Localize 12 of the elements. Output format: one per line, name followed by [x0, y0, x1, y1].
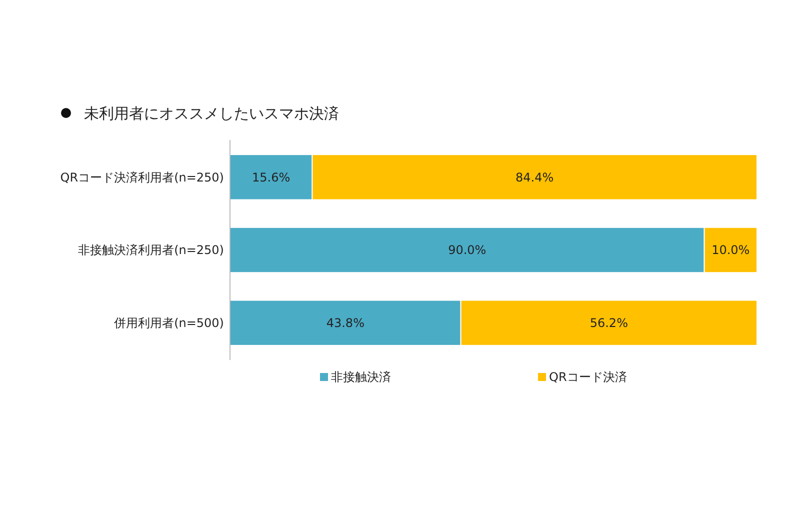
legend-label: QRコード決済 [549, 370, 627, 384]
data-label: 15.6% [252, 170, 290, 184]
y-tick-label: QRコード決済利用者(n=250) [60, 170, 224, 184]
data-label: 56.2% [590, 316, 628, 330]
data-label: 10.0% [712, 243, 750, 258]
data-label: 90.0% [448, 243, 486, 258]
legend-label: 非接触決済 [331, 370, 391, 384]
chart-title: 未利用者にオススメしたいスマホ決済 [84, 104, 339, 122]
data-label: 84.4% [516, 170, 554, 184]
y-tick-label: 非接触決済利用者(n=250) [78, 243, 224, 258]
data-label: 43.8% [326, 316, 364, 330]
y-tick-label: 併用利用者(n=500) [113, 316, 224, 330]
